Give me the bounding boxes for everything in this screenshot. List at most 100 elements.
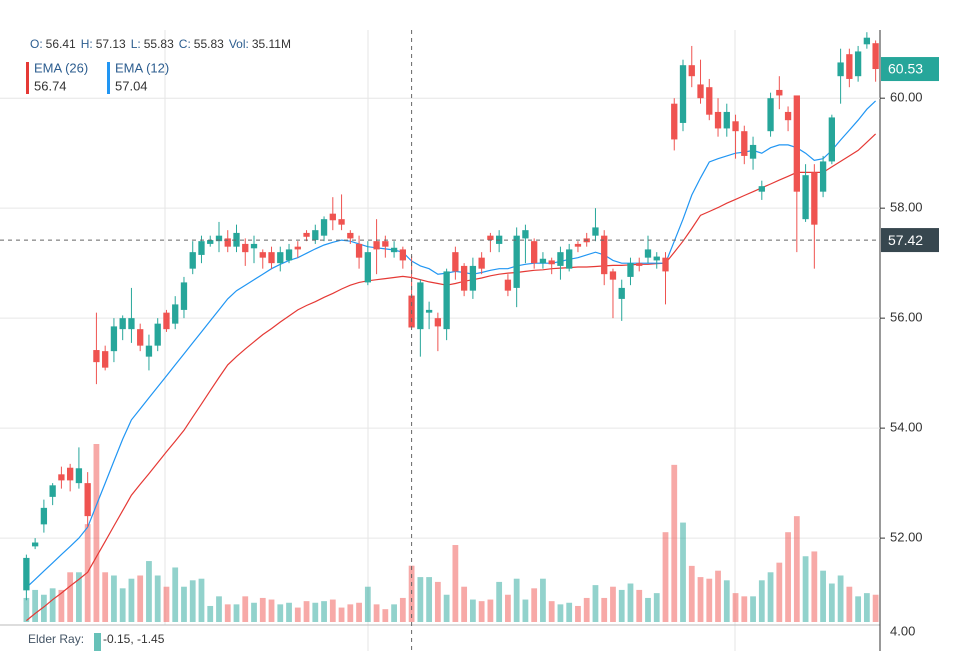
volume-bar (697, 577, 704, 622)
candle-body (644, 249, 652, 258)
candle-body (653, 256, 660, 261)
candle-body (688, 65, 695, 77)
volume-bar (312, 602, 319, 622)
volume-bar (329, 599, 336, 622)
volume-bar (426, 577, 433, 622)
volume-bar (688, 565, 695, 622)
candle-body (802, 175, 809, 220)
volume-bar (776, 562, 783, 622)
volume-bar (478, 601, 485, 622)
candle-body (23, 557, 30, 591)
candle-body (522, 230, 529, 239)
candle-body (355, 243, 363, 258)
candle-body (163, 312, 170, 330)
candle-body (758, 186, 765, 192)
candle-body (592, 227, 599, 236)
candle-body (40, 507, 48, 525)
candle-body (102, 351, 109, 368)
candle-body (347, 232, 354, 239)
volume-bar (347, 604, 354, 622)
volume-bar (855, 596, 862, 622)
volume-bar (172, 567, 179, 622)
candle-body (215, 235, 223, 242)
candle-body (846, 54, 853, 79)
volume-bar (610, 586, 616, 622)
volume-bar (583, 597, 590, 622)
volume-bar (863, 593, 870, 622)
candle-body (671, 103, 678, 140)
candle-body (250, 243, 258, 249)
volume-bar (338, 607, 345, 622)
volume-bar (67, 572, 74, 622)
candle-body (697, 84, 704, 99)
volume-bar (373, 604, 380, 622)
volume-bar (242, 596, 249, 622)
candle-body (119, 318, 126, 330)
elder-ray-swatch (94, 633, 101, 651)
candle-body (145, 345, 153, 357)
elder-ray-label: Elder Ray: (28, 632, 84, 646)
volume-bar (40, 594, 47, 622)
candle-body (557, 252, 564, 266)
info-value: 57.13 (96, 37, 126, 51)
candle-body (574, 243, 582, 247)
volume-bar (137, 575, 144, 622)
volume-bar (251, 602, 257, 622)
candle-body (811, 172, 818, 225)
candle-body (198, 241, 205, 255)
candle-body (767, 98, 774, 132)
volume-bar (671, 464, 678, 622)
candle-body (452, 252, 459, 272)
candle-body (749, 144, 757, 159)
candle-body (487, 235, 494, 241)
candle-body (460, 265, 468, 291)
candle-body (373, 241, 380, 250)
candle-body (137, 329, 144, 346)
volume-bar (653, 593, 660, 622)
candle-body (714, 111, 722, 129)
candle-body (154, 323, 161, 346)
elder-ray-values: -0.15, -1.45 (103, 632, 165, 646)
info-label: C: (179, 37, 191, 51)
volume-bar (93, 444, 100, 622)
candle-body (706, 87, 713, 115)
volume-bar (434, 581, 441, 622)
candle-body (382, 241, 389, 247)
volume-bar (23, 597, 30, 622)
legend-value: 57.04 (115, 78, 148, 93)
candle-body (776, 89, 783, 96)
candle-body (93, 350, 100, 363)
candle-body (338, 219, 345, 225)
candle-body (189, 252, 196, 269)
info-value: 35.11M (252, 37, 291, 51)
volume-bar (627, 583, 634, 622)
info-value: 56.41 (46, 37, 76, 51)
volume-bar (601, 597, 608, 622)
candle-body (636, 263, 643, 266)
volume-bar (575, 605, 581, 622)
volume-bar (548, 601, 555, 622)
volume-bar (443, 594, 450, 622)
candle-body (434, 318, 442, 327)
volume-bar (277, 604, 284, 622)
candle-body (425, 309, 433, 313)
volume-bar (636, 589, 643, 622)
volume-bar (793, 516, 800, 622)
last-price-bg (881, 57, 939, 82)
volume-bar (715, 570, 721, 622)
candle-body (819, 161, 827, 192)
candle-body (285, 249, 293, 261)
volume-bar (820, 570, 826, 622)
candle-body (312, 230, 319, 241)
candle-body (469, 265, 477, 291)
volume-bar (49, 588, 56, 622)
info-label: Vol: (229, 37, 249, 51)
volume-bar (750, 596, 756, 622)
volume-bar (531, 588, 538, 622)
volume-bar (592, 585, 599, 622)
candle-body (84, 483, 91, 517)
candle-body (837, 62, 844, 77)
candle-body (268, 252, 275, 264)
